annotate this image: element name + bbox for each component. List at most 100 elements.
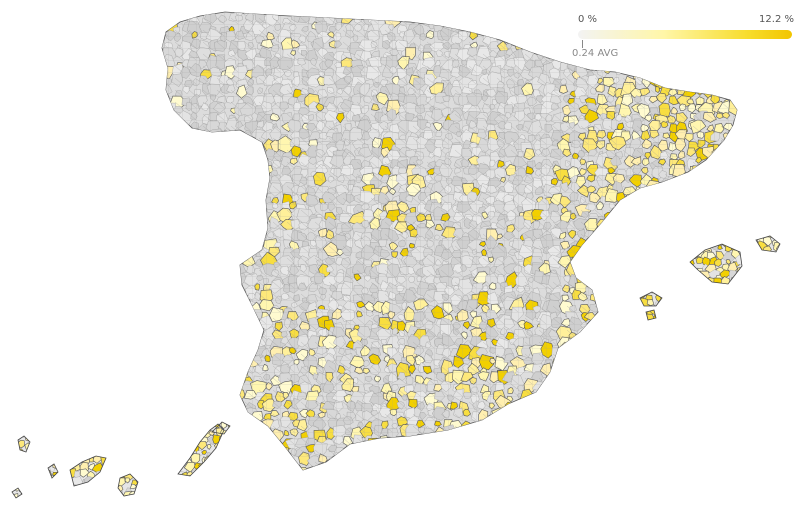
municipality — [728, 78, 737, 90]
municipality — [722, 419, 729, 426]
municipality — [650, 340, 659, 350]
municipality — [162, 303, 165, 311]
municipality — [723, 236, 732, 238]
municipality — [630, 379, 643, 392]
municipality — [208, 414, 212, 417]
municipality — [711, 348, 721, 355]
municipality — [68, 448, 77, 458]
municipality — [238, 159, 245, 167]
municipality — [193, 230, 213, 248]
municipality — [631, 400, 645, 415]
municipality — [688, 467, 696, 470]
municipality — [712, 464, 726, 470]
municipality — [79, 440, 92, 452]
municipality — [237, 299, 246, 309]
municipality — [658, 186, 669, 198]
municipality — [287, 462, 298, 470]
municipality — [598, 346, 607, 355]
municipality — [309, 12, 319, 17]
municipality — [691, 272, 704, 283]
municipality — [192, 404, 200, 413]
municipality — [200, 220, 212, 232]
municipality — [557, 389, 570, 401]
municipality — [165, 470, 172, 477]
municipality — [658, 238, 672, 250]
municipality — [672, 449, 679, 457]
municipality — [270, 444, 285, 455]
municipality — [727, 339, 737, 351]
municipality — [705, 325, 716, 338]
municipality — [190, 297, 205, 313]
municipality — [182, 156, 192, 165]
municipality — [213, 422, 224, 423]
municipality — [708, 292, 716, 299]
municipality — [663, 201, 679, 215]
municipality — [153, 471, 160, 477]
municipality — [162, 248, 164, 260]
municipality — [238, 332, 246, 340]
municipality — [702, 365, 713, 375]
municipality — [235, 228, 246, 241]
municipality — [661, 220, 670, 228]
municipality — [559, 444, 574, 458]
municipality — [222, 484, 229, 491]
municipality — [658, 256, 669, 267]
municipality — [316, 12, 328, 13]
municipality — [162, 460, 170, 470]
municipality — [695, 325, 711, 339]
municipality — [757, 316, 764, 320]
municipality — [681, 238, 694, 249]
municipality — [577, 442, 591, 457]
municipality — [406, 12, 414, 21]
municipality — [181, 165, 194, 179]
municipality — [708, 307, 719, 316]
municipality — [542, 17, 550, 25]
municipality — [227, 476, 230, 487]
municipality — [716, 366, 724, 373]
municipality — [727, 309, 738, 320]
municipality — [261, 451, 274, 464]
municipality — [683, 199, 694, 213]
municipality — [171, 394, 182, 402]
municipality — [191, 392, 201, 405]
municipality — [33, 467, 44, 479]
municipality — [569, 346, 582, 360]
municipality — [233, 319, 244, 330]
municipality — [213, 12, 220, 13]
municipality — [371, 459, 385, 470]
municipality — [182, 178, 192, 188]
municipality — [632, 283, 642, 294]
municipality — [713, 382, 722, 393]
municipality — [208, 467, 216, 470]
municipality — [712, 376, 720, 384]
municipality — [712, 408, 727, 418]
municipality — [179, 452, 185, 458]
municipality — [672, 261, 682, 272]
municipality — [678, 183, 690, 194]
municipality — [516, 435, 528, 450]
municipality — [777, 264, 780, 273]
municipality — [588, 318, 602, 334]
municipality — [596, 320, 607, 332]
municipality — [653, 277, 660, 286]
municipality — [173, 425, 187, 442]
balearic-islands — [639, 235, 781, 321]
municipality — [587, 373, 600, 386]
municipality — [162, 296, 165, 304]
municipality — [244, 350, 252, 358]
canary-islands — [11, 414, 231, 499]
municipality — [162, 158, 165, 169]
municipality — [562, 3, 573, 11]
municipality — [212, 337, 219, 346]
municipality — [640, 265, 645, 275]
municipality — [708, 167, 715, 175]
municipality — [750, 249, 758, 259]
municipality — [570, 383, 579, 391]
municipality — [665, 287, 682, 306]
municipality — [571, 448, 581, 457]
municipality — [191, 276, 200, 284]
municipality — [171, 138, 187, 149]
municipality — [675, 299, 689, 312]
municipality — [623, 214, 635, 224]
municipality — [254, 420, 263, 430]
